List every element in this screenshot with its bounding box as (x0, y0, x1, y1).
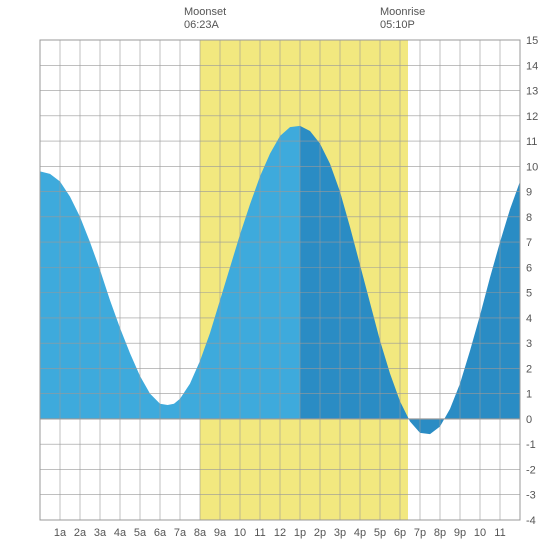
y-tick-label: 13 (526, 86, 538, 98)
x-tick-label: 10 (234, 527, 246, 539)
x-tick-label: 7p (414, 527, 426, 539)
y-tick-label: -1 (526, 439, 536, 451)
x-tick-label: 9a (214, 527, 227, 539)
y-tick-label: 15 (526, 35, 538, 47)
chart-svg: -4-3-2-101234567891011121314151a2a3a4a5a… (0, 0, 550, 550)
moonset-label: Moonset 06:23A (184, 6, 226, 32)
x-tick-label: 7a (174, 527, 187, 539)
y-tick-label: 9 (526, 187, 532, 199)
y-tick-label: -4 (526, 515, 536, 527)
y-tick-label: 3 (526, 338, 532, 350)
y-tick-label: 0 (526, 414, 532, 426)
x-tick-label: 6a (154, 527, 167, 539)
x-tick-label: 5a (134, 527, 147, 539)
x-tick-label: 1p (294, 527, 306, 539)
moonrise-label: Moonrise 05:10P (380, 6, 425, 32)
x-tick-label: 2p (314, 527, 326, 539)
y-tick-label: 11 (526, 136, 537, 148)
x-tick-label: 4a (114, 527, 127, 539)
x-tick-label: 8a (194, 527, 207, 539)
y-tick-label: 1 (526, 389, 532, 401)
tide-chart: Moonset 06:23A Moonrise 05:10P -4 -3 -2 -1 0… (0, 0, 550, 550)
x-tick-label: 10 (474, 527, 486, 539)
moonset-title: Moonset (184, 6, 226, 18)
x-tick-label: 3a (94, 527, 107, 539)
y-tick-label: 4 (526, 313, 532, 325)
y-tick-label: 8 (526, 212, 532, 224)
x-tick-label: 12 (274, 527, 286, 539)
y-tick-label: 5 (526, 288, 532, 300)
y-tick-label: -2 (526, 464, 536, 476)
moonset-time: 06:23A (184, 19, 219, 31)
x-tick-label: 3p (334, 527, 346, 539)
x-tick-label: 1a (54, 527, 67, 539)
y-tick-label: 12 (526, 111, 538, 123)
x-tick-label: 11 (254, 527, 265, 539)
moonrise-title: Moonrise (380, 6, 425, 18)
x-tick-label: 11 (494, 527, 505, 539)
x-tick-label: 4p (354, 527, 366, 539)
x-tick-label: 8p (434, 527, 446, 539)
x-tick-label: 2a (74, 527, 87, 539)
moonrise-time: 05:10P (380, 19, 415, 31)
y-tick-label: 6 (526, 262, 532, 274)
y-tick-label: -3 (526, 490, 536, 502)
y-tick-label: 2 (526, 363, 532, 375)
y-tick-label: 10 (526, 161, 538, 173)
x-tick-label: 9p (454, 527, 466, 539)
y-tick-label: 7 (526, 237, 532, 249)
x-tick-label: 5p (374, 527, 386, 539)
x-tick-label: 6p (394, 527, 406, 539)
y-tick-label: 14 (526, 60, 538, 72)
